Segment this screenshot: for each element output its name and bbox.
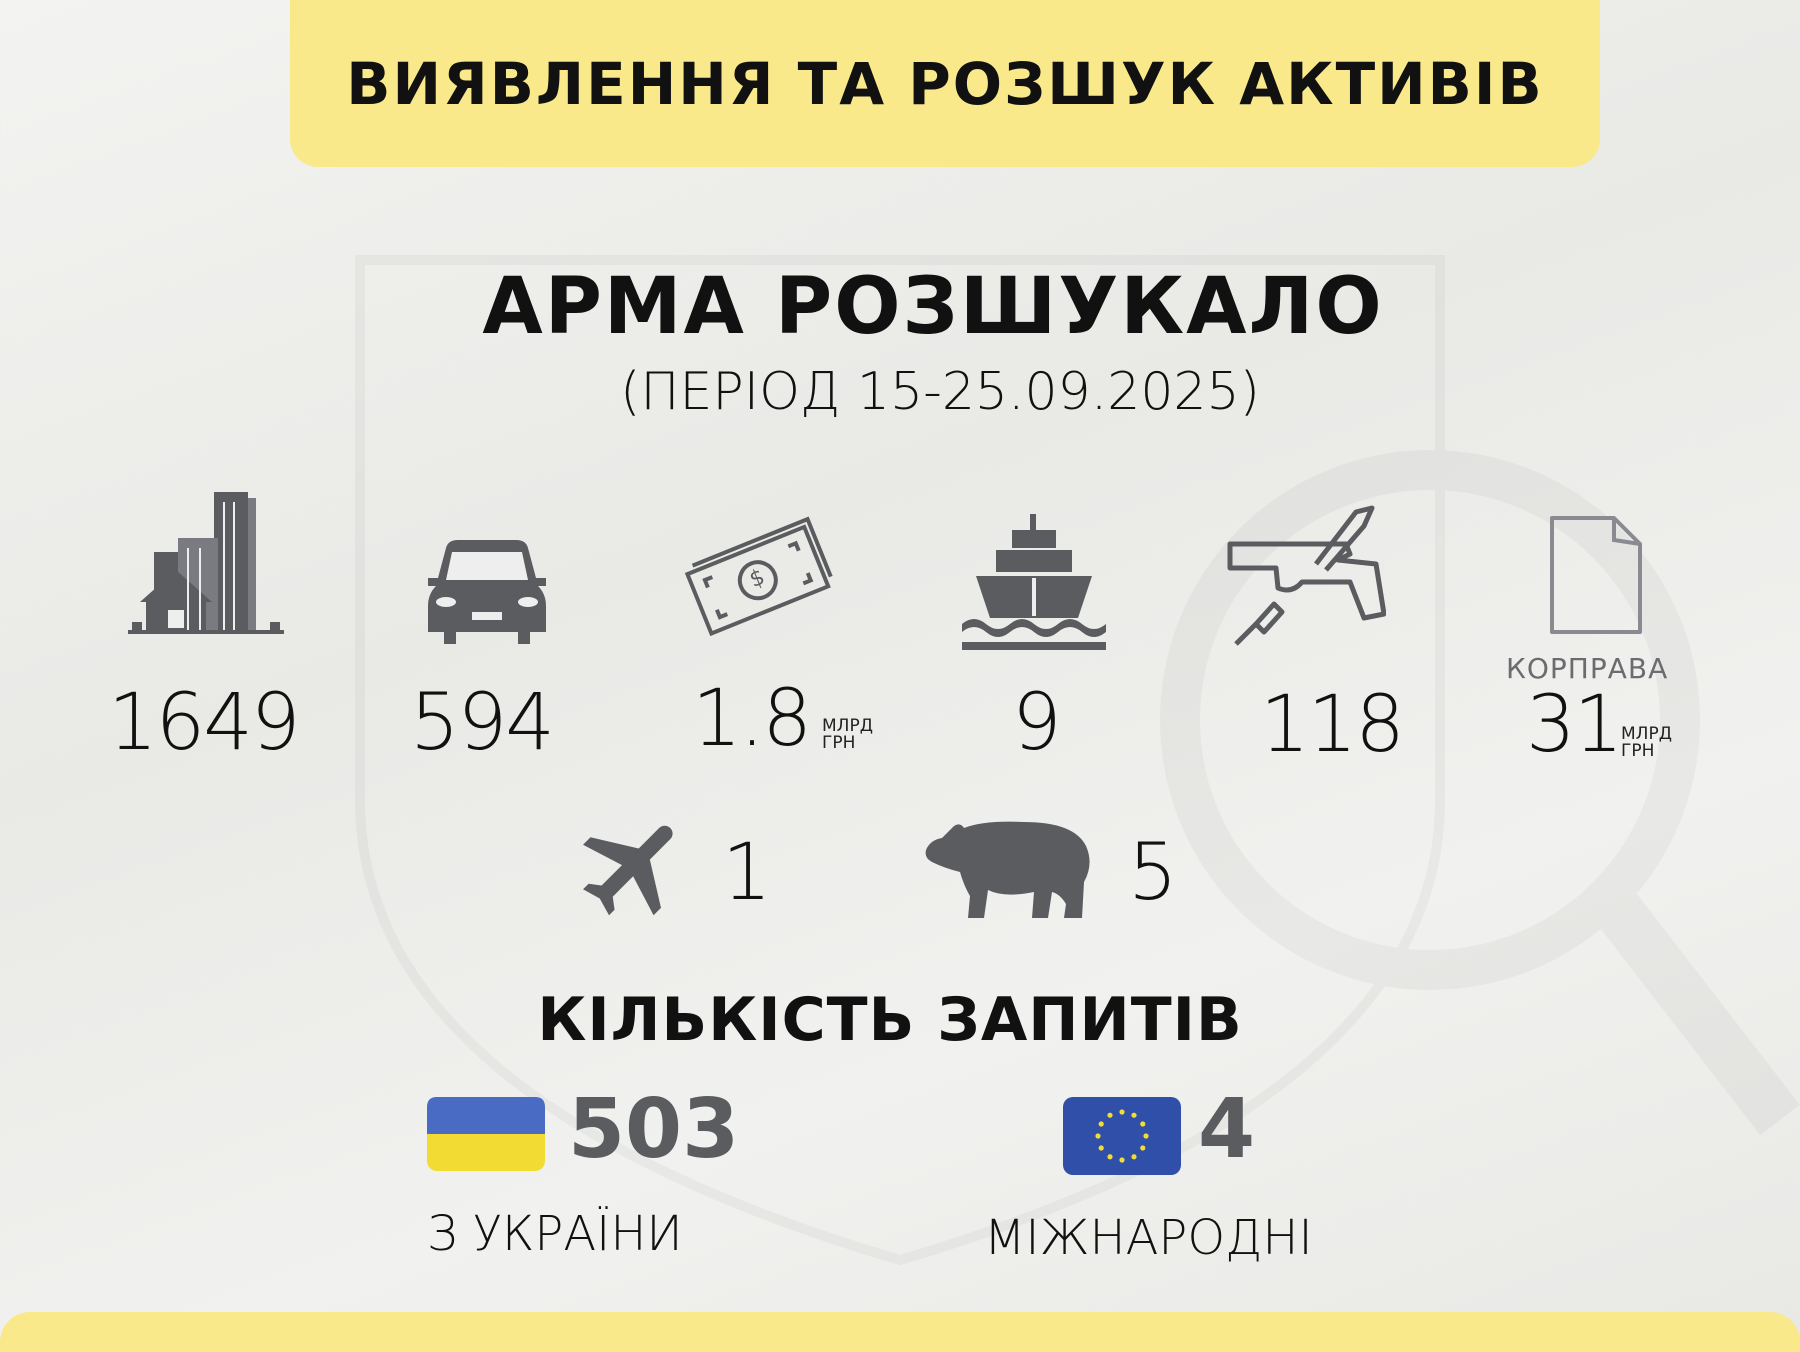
car-count: 594 bbox=[410, 678, 555, 768]
international-requests-label: МІЖНАРОДНІ bbox=[984, 1210, 1313, 1266]
ukraine-flag-icon bbox=[427, 1097, 545, 1171]
unit-line: ГРН bbox=[822, 733, 856, 753]
eu-star bbox=[1119, 1157, 1125, 1163]
document-icon bbox=[1550, 516, 1642, 634]
domestic-requests-count: 503 bbox=[568, 1082, 740, 1177]
ship-icon bbox=[962, 514, 1106, 650]
eu-star bbox=[1107, 1154, 1113, 1160]
eu-star bbox=[1140, 1121, 1146, 1127]
bear-icon bbox=[925, 821, 1090, 918]
eu-star bbox=[1098, 1145, 1104, 1151]
footer-bar bbox=[0, 1312, 1800, 1352]
eu-star bbox=[1098, 1121, 1104, 1127]
eu-star bbox=[1131, 1112, 1137, 1118]
eu-flag-icon bbox=[1063, 1097, 1181, 1175]
svg-text:$: $ bbox=[746, 565, 768, 593]
real-estate-count: 1649 bbox=[108, 678, 301, 768]
ship-count: 9 bbox=[1012, 678, 1062, 768]
header-banner: ВИЯВЛЕННЯ ТА РОЗШУК АКТИВІВ bbox=[290, 0, 1600, 167]
requests-title: КІЛЬКІСТЬ ЗАПИТІВ bbox=[537, 985, 1243, 1055]
eu-star bbox=[1140, 1145, 1146, 1151]
eu-star bbox=[1119, 1109, 1125, 1115]
corporate-rights-unit: МЛРД ГРН bbox=[1621, 726, 1672, 760]
unit-line: ГРН bbox=[1621, 741, 1655, 761]
eu-star bbox=[1095, 1133, 1101, 1139]
corporate-rights-label: КОРПРАВА bbox=[1506, 652, 1669, 685]
eu-star bbox=[1131, 1154, 1137, 1160]
weapon-count: 118 bbox=[1260, 680, 1405, 770]
money-amount: 1.8 bbox=[692, 674, 812, 764]
watermark-shield-icon bbox=[355, 255, 1800, 1266]
period-subtitle: (ПЕРІОД 15-25.09.2025) bbox=[620, 362, 1260, 422]
bear-count: 5 bbox=[1128, 828, 1178, 918]
airplane-count: 1 bbox=[722, 828, 772, 918]
unit-line: МЛРД bbox=[822, 716, 873, 736]
car-icon bbox=[428, 540, 546, 644]
header-title: ВИЯВЛЕННЯ ТА РОЗШУК АКТИВІВ bbox=[346, 49, 1544, 118]
unit-line: МЛРД bbox=[1621, 724, 1672, 744]
eu-star bbox=[1143, 1133, 1149, 1139]
weapon-icon bbox=[1227, 505, 1386, 646]
money-icon: $ bbox=[684, 516, 833, 637]
international-requests-count: 4 bbox=[1198, 1082, 1256, 1177]
eu-star bbox=[1107, 1112, 1113, 1118]
real-estate-icon bbox=[128, 492, 284, 634]
money-unit: МЛРД ГРН bbox=[822, 718, 873, 752]
corporate-rights-amount: 31 bbox=[1526, 680, 1623, 770]
airplane-icon bbox=[583, 825, 673, 916]
domestic-requests-label: З УКРАЇНИ bbox=[427, 1206, 683, 1262]
page-title: АРМА РОЗШУКАЛО bbox=[482, 262, 1384, 352]
